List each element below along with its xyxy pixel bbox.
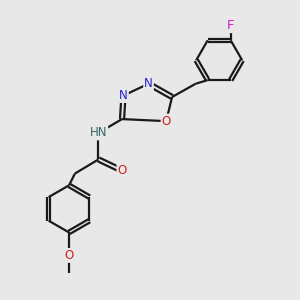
Text: N: N — [144, 77, 153, 90]
Text: N: N — [119, 89, 128, 102]
Text: HN: HN — [90, 126, 107, 140]
Text: F: F — [227, 19, 234, 32]
Text: O: O — [162, 115, 171, 128]
Text: O: O — [117, 164, 127, 177]
Text: O: O — [64, 249, 74, 262]
